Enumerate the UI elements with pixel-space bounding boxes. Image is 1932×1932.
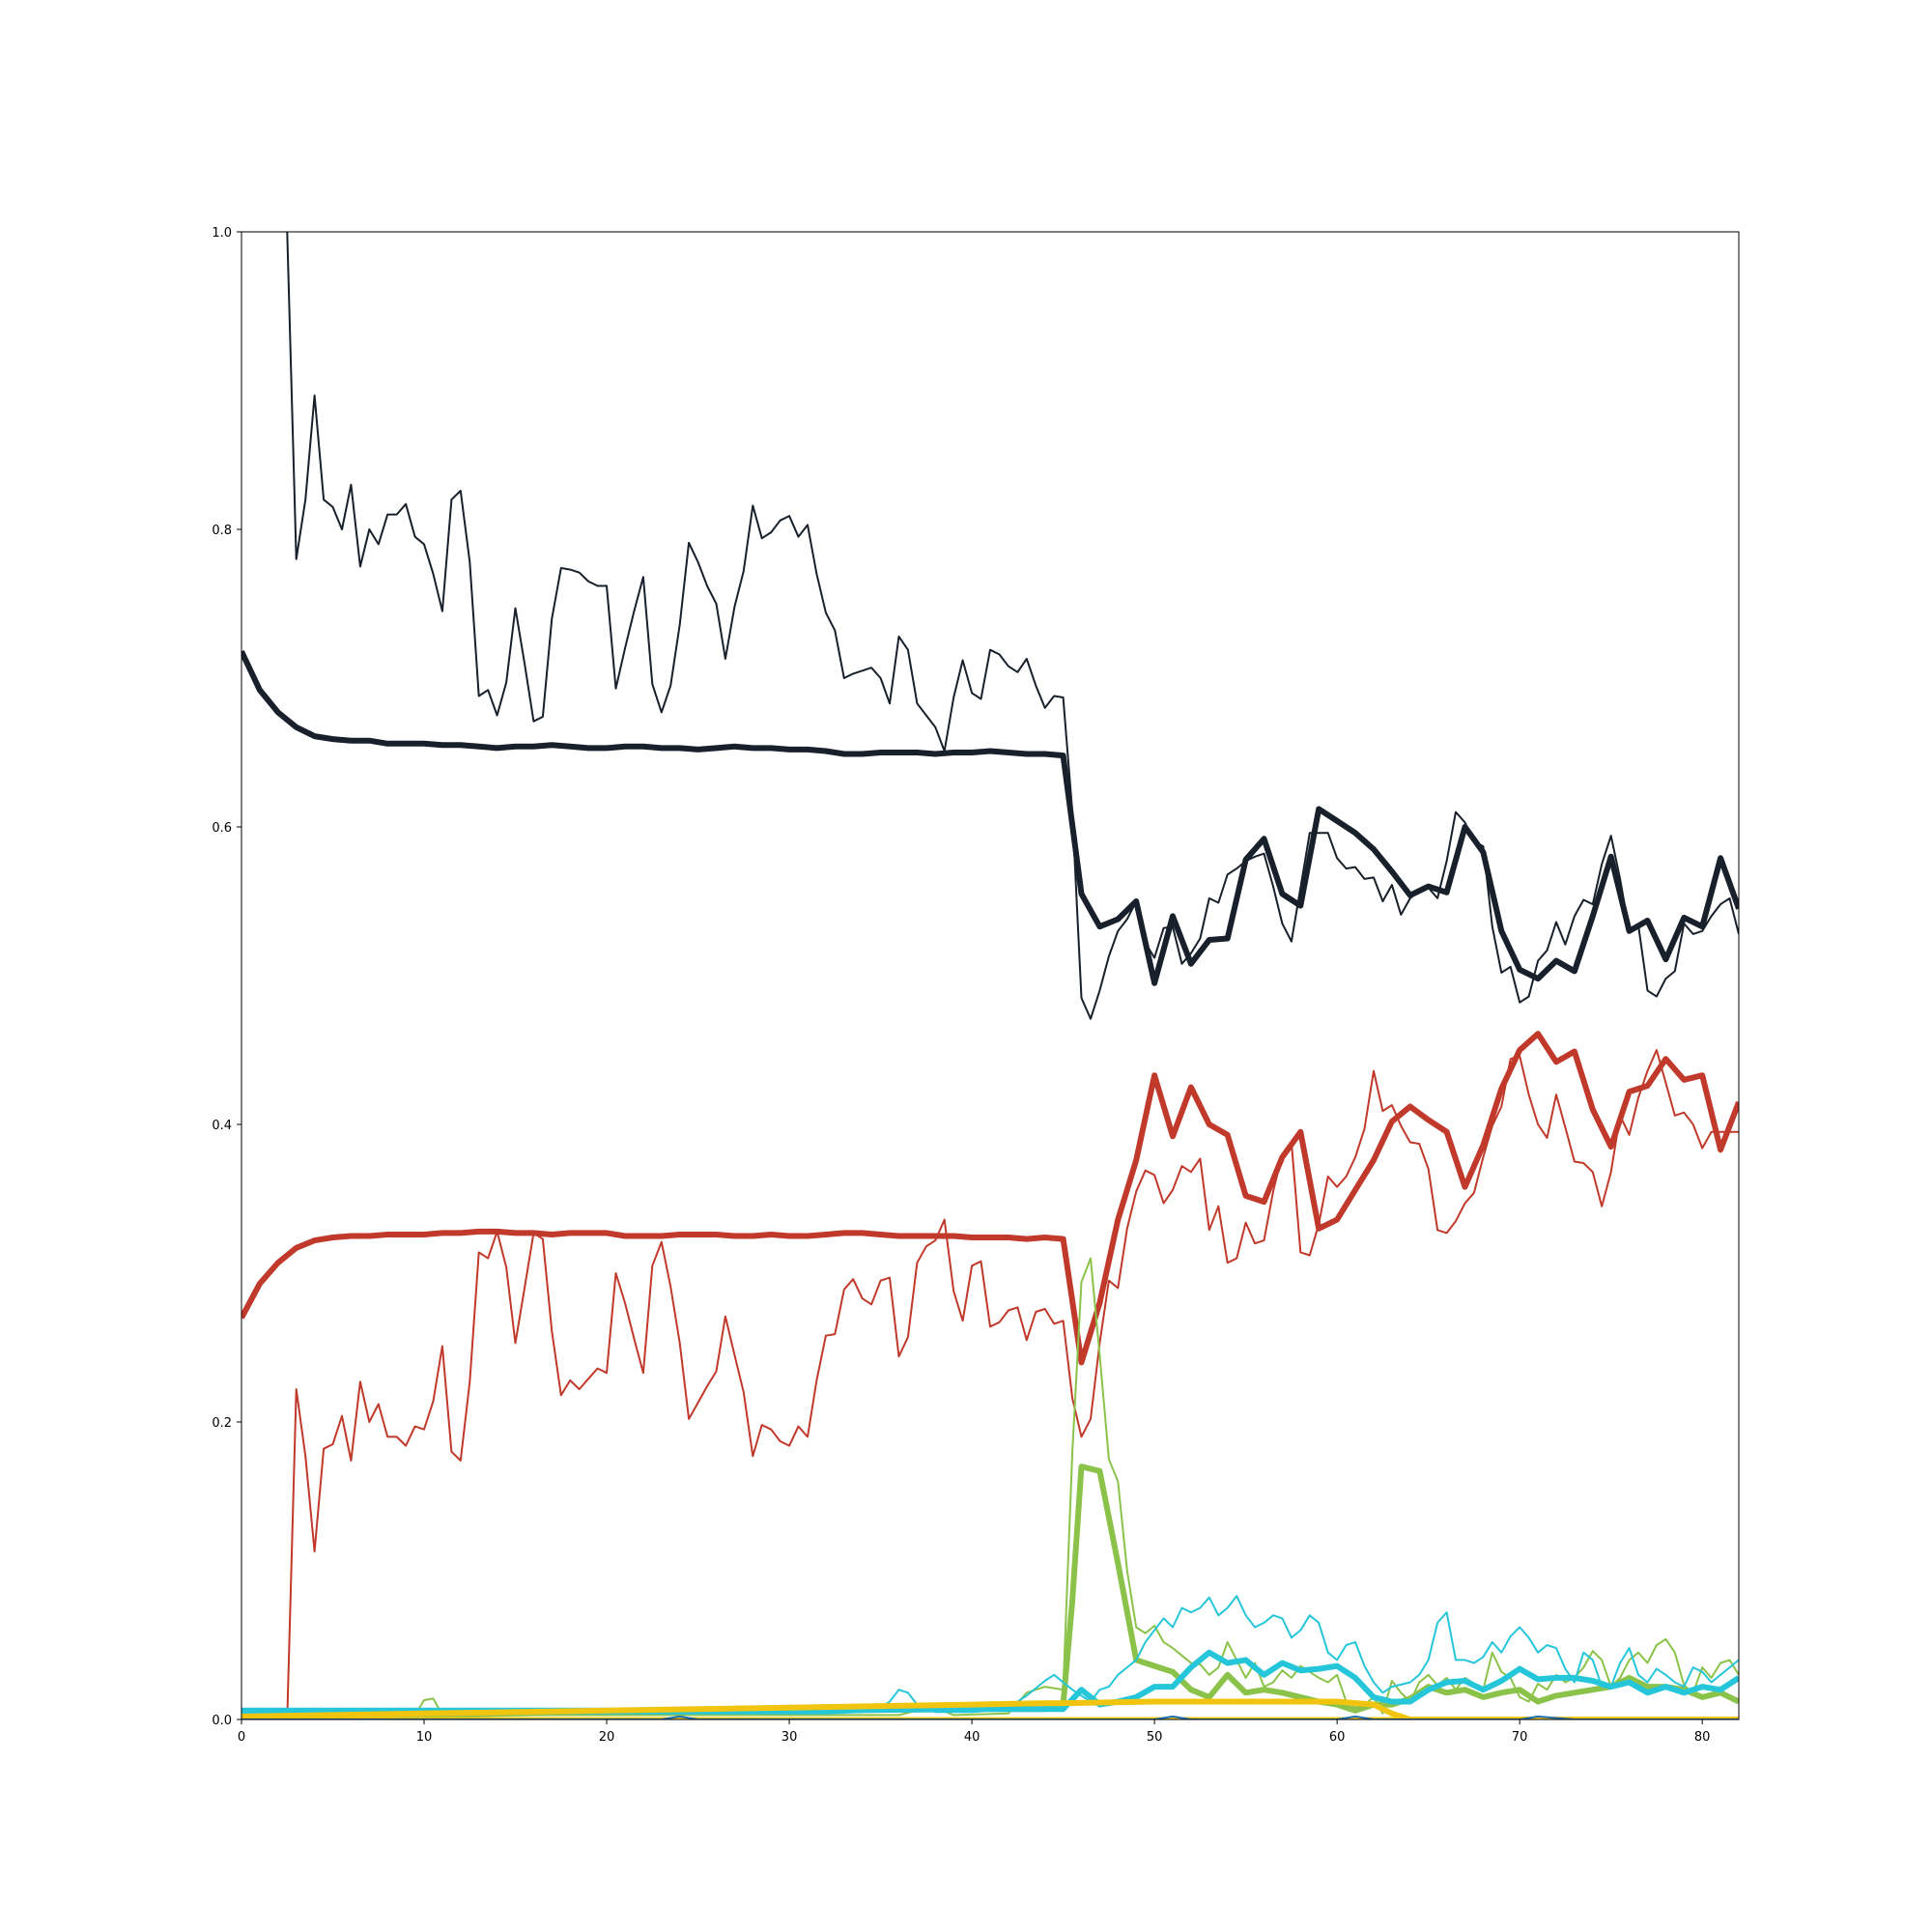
x-tick-label: 10 (416, 1730, 433, 1745)
x-tick-label: 20 (599, 1730, 615, 1745)
series-line-3-thin (286, 1049, 1739, 1719)
x-tick-label: 50 (1147, 1730, 1163, 1745)
series-line-11-thin (242, 1715, 1739, 1719)
series-line-1-thin (286, 232, 1739, 1020)
x-axis: 0 10 20 30 40 50 60 70 80 (238, 1719, 1711, 1745)
series-line-10-thick (242, 1698, 1739, 1719)
series-line-7-thin (242, 1595, 1739, 1715)
x-tick-label: 60 (1329, 1730, 1346, 1745)
y-tick-label: 0.8 (212, 524, 232, 538)
x-tick-label: 80 (1694, 1730, 1711, 1745)
x-tick-label: 40 (964, 1730, 980, 1745)
y-tick-label: 0.4 (212, 1119, 232, 1133)
y-tick-label: 0.2 (212, 1416, 232, 1431)
series-line-4-thick (242, 1031, 1739, 1366)
y-tick-label: 0.6 (212, 821, 232, 836)
y-axis: 0.0 0.2 0.4 0.6 0.8 1.0 (212, 226, 242, 1728)
y-tick-label: 0.0 (212, 1714, 232, 1728)
x-tick-label: 30 (781, 1730, 798, 1745)
x-tick-label: 70 (1512, 1730, 1528, 1745)
plot-frame (241, 231, 1740, 1720)
series-line-2-thick (242, 650, 1739, 986)
x-tick-label: 0 (238, 1730, 245, 1745)
series-layer (242, 232, 1739, 1719)
series-line-6-thick (242, 1463, 1739, 1719)
y-tick-label: 1.0 (212, 226, 232, 241)
